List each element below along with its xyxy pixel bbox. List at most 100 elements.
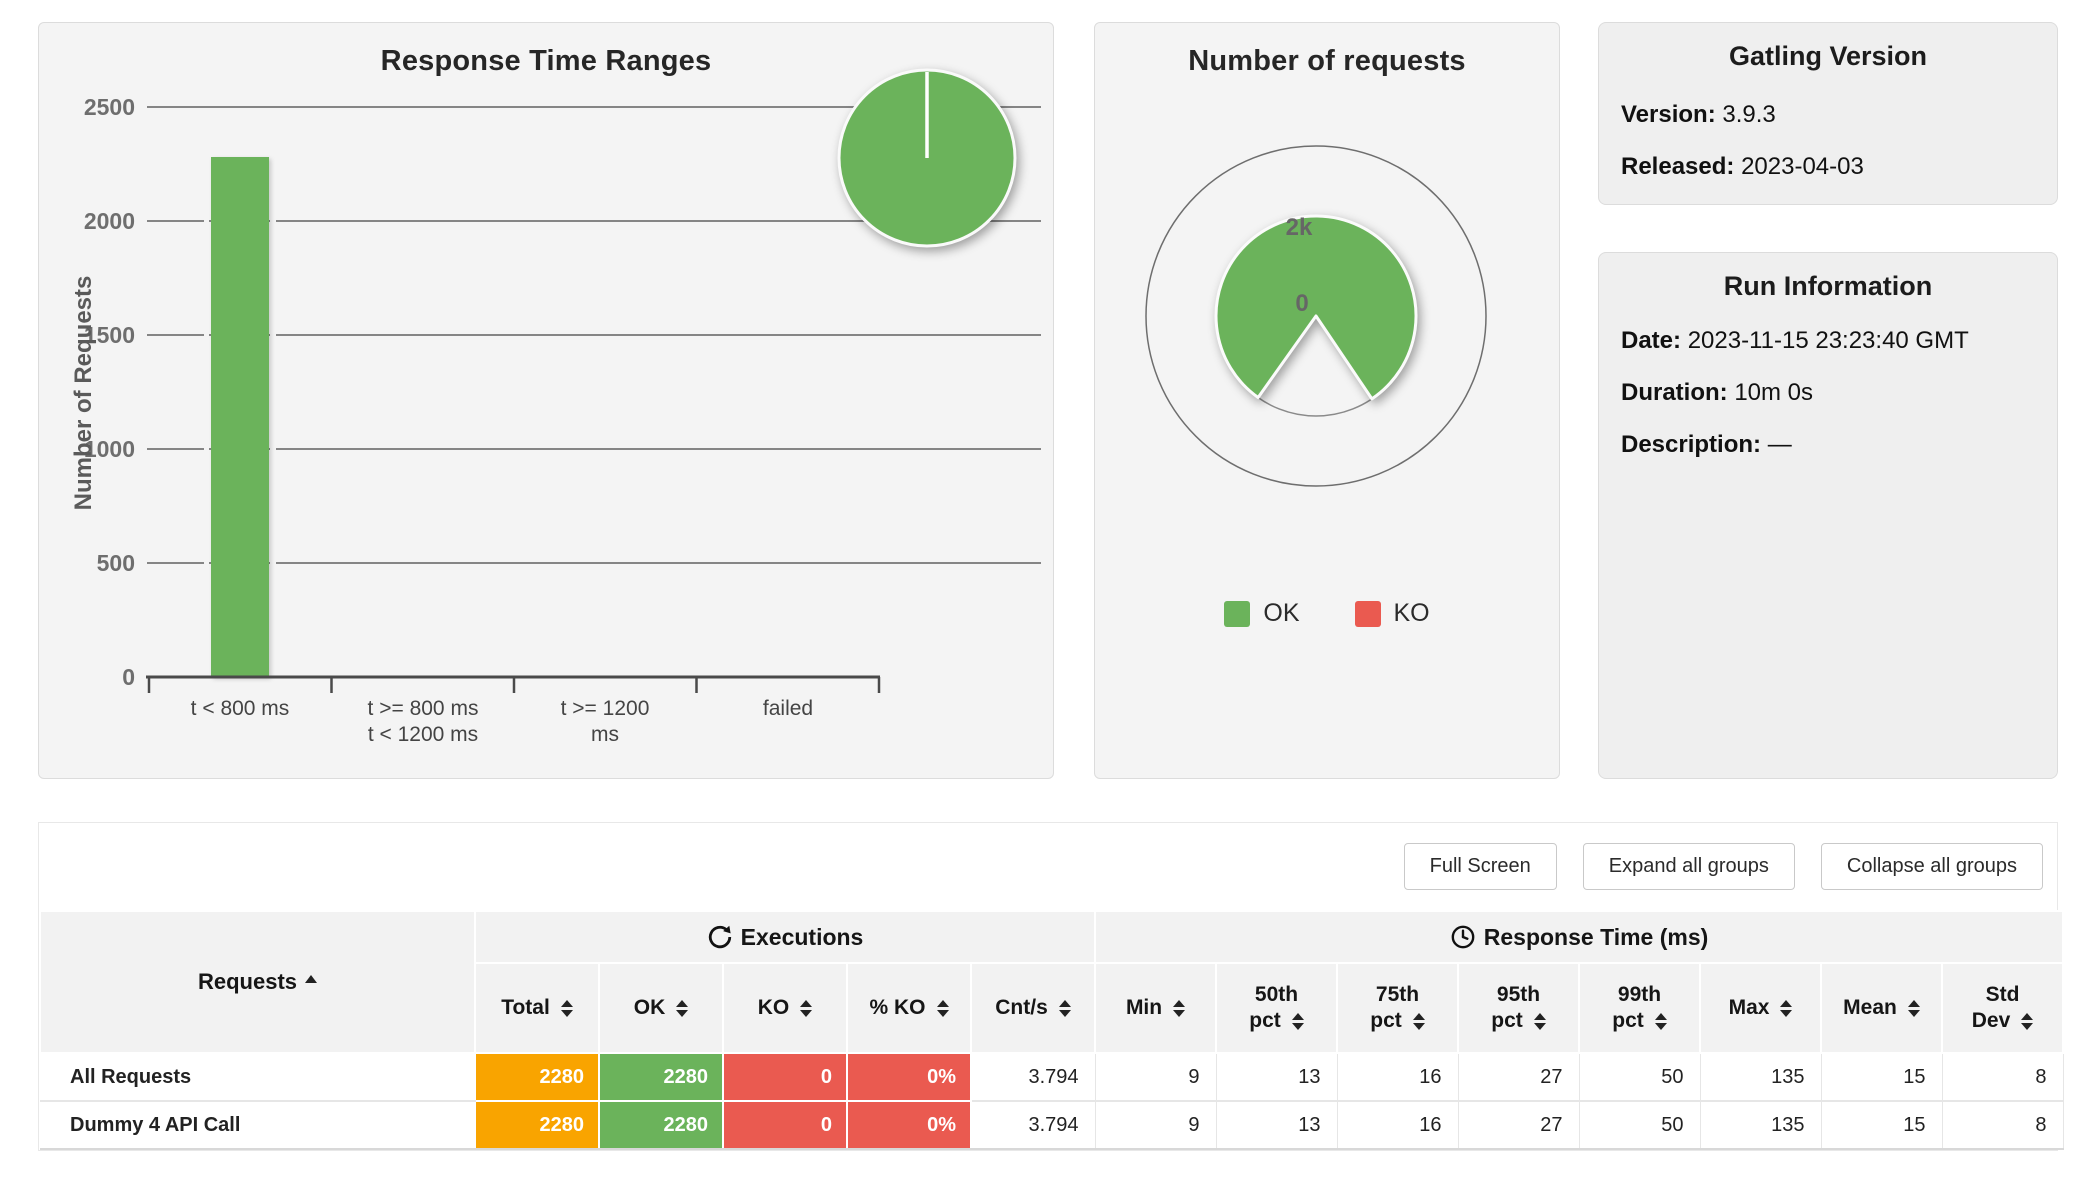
sort-arrows-icon bbox=[1780, 999, 1793, 1017]
p99-sort-header[interactable]: 99th pct bbox=[1578, 962, 1702, 1054]
y-axis-label: Number of Requests bbox=[70, 276, 97, 511]
svg-text:1000: 1000 bbox=[84, 436, 135, 462]
total-sort-header[interactable]: Total bbox=[474, 962, 600, 1054]
p75-cell: 16 bbox=[1337, 1053, 1459, 1102]
response-time-ranges-panel: Response Time Ranges bbox=[38, 22, 1054, 779]
number-of-requests-chart: 2k 0 bbox=[1145, 145, 1487, 487]
x-axis-ticks bbox=[147, 677, 881, 693]
svg-text:t < 800 ms: t < 800 ms bbox=[191, 697, 290, 720]
bar-left-gap bbox=[204, 153, 209, 675]
executions-refresh-icon bbox=[708, 925, 731, 948]
p99-cell: 50 bbox=[1579, 1053, 1701, 1102]
full-screen-button[interactable]: Full Screen bbox=[1403, 843, 1557, 890]
mean-sort-header[interactable]: Mean bbox=[1820, 962, 1944, 1054]
ok-cell: 2280 bbox=[598, 1052, 724, 1102]
radial-tick-0: 0 bbox=[1295, 290, 1308, 317]
expand-all-groups-button[interactable]: Expand all groups bbox=[1582, 843, 1795, 890]
chart-title: Number of requests bbox=[1188, 45, 1466, 77]
legend-item-ko[interactable]: KO bbox=[1354, 599, 1430, 628]
sort-arrows-icon bbox=[800, 999, 813, 1017]
ok-requests-sector[interactable] bbox=[1214, 214, 1418, 401]
radial-tick-2k: 2k bbox=[1286, 214, 1313, 241]
number-of-requests-panel: Number of requests 2k 0 OK KO bbox=[1094, 22, 1560, 779]
p50-sort-header[interactable]: 50th pct bbox=[1215, 962, 1339, 1054]
svg-text:2000: 2000 bbox=[84, 208, 135, 234]
y-tick-labels: 0 500 1000 1500 2000 2500 bbox=[84, 94, 135, 690]
sort-arrows-icon bbox=[1173, 999, 1186, 1017]
overlay-pie-chart[interactable] bbox=[837, 68, 1017, 248]
cnt-s-sort-header[interactable]: Cnt/s bbox=[969, 962, 1097, 1054]
p95-cell: 27 bbox=[1458, 1101, 1580, 1150]
ok-cell: 2280 bbox=[598, 1100, 724, 1150]
polar-outer-circle bbox=[1145, 145, 1487, 487]
sort-arrows-icon bbox=[1533, 1012, 1546, 1030]
p50-cell: 13 bbox=[1216, 1101, 1338, 1150]
min-sort-header[interactable]: Min bbox=[1094, 962, 1218, 1054]
released-line: Released: 2023-04-03 bbox=[1621, 153, 1864, 180]
table-row-all-requests: All Requests 2280 2280 0 0% 3.794 9 13 1… bbox=[40, 1052, 2064, 1102]
ko-cell: 0 bbox=[722, 1052, 848, 1102]
sort-arrows-icon bbox=[1058, 999, 1071, 1017]
p50-cell: 13 bbox=[1216, 1053, 1338, 1102]
table-row-dummy-4-api-call: Dummy 4 API Call 2280 2280 0 0% 3.794 9 … bbox=[40, 1100, 2064, 1150]
max-sort-header[interactable]: Max bbox=[1699, 962, 1823, 1054]
ko-sort-header[interactable]: KO bbox=[722, 962, 848, 1054]
stddev-cell: 8 bbox=[1942, 1101, 2064, 1150]
chart-title: Response Time Ranges bbox=[380, 45, 712, 77]
ok-swatch-icon bbox=[1224, 600, 1251, 627]
max-cell: 135 bbox=[1700, 1053, 1822, 1102]
request-name-cell[interactable]: Dummy 4 API Call bbox=[40, 1101, 475, 1150]
description-line: Description: — bbox=[1621, 431, 1792, 458]
svg-text:t < 1200 ms: t < 1200 ms bbox=[368, 723, 478, 746]
duration-line: Duration: 10m 0s bbox=[1621, 379, 1814, 406]
x-category-labels: t < 800 ms t >= 800 ms t < 1200 ms t >= … bbox=[191, 697, 813, 746]
statistics-table: Requests Executions Response Ti bbox=[39, 910, 2065, 1150]
mean-cell: 15 bbox=[1821, 1101, 1943, 1150]
mean-cell: 15 bbox=[1821, 1053, 1943, 1102]
svg-text:t >= 800 ms: t >= 800 ms bbox=[368, 697, 479, 720]
sort-arrows-icon bbox=[1291, 1012, 1304, 1030]
ko-pct-sort-header[interactable]: % KO bbox=[846, 962, 972, 1054]
p95-sort-header[interactable]: 95th pct bbox=[1457, 962, 1581, 1054]
stddev-sort-header[interactable]: Std Dev bbox=[1941, 962, 2065, 1054]
panel-title: Run Information bbox=[1723, 271, 1933, 301]
ko-pct-cell: 0% bbox=[846, 1052, 972, 1102]
svg-text:1500: 1500 bbox=[84, 322, 135, 348]
max-cell: 135 bbox=[1700, 1101, 1822, 1150]
min-cell: 9 bbox=[1095, 1101, 1217, 1150]
svg-text:t >= 1200: t >= 1200 bbox=[561, 697, 650, 720]
collapse-all-groups-button[interactable]: Collapse all groups bbox=[1820, 843, 2043, 890]
bar-t-lt-800ms[interactable] bbox=[211, 157, 269, 677]
ko-swatch-icon bbox=[1354, 600, 1381, 627]
ok-sort-header[interactable]: OK bbox=[598, 962, 724, 1054]
svg-text:ms: ms bbox=[591, 723, 619, 746]
clock-icon bbox=[1451, 925, 1475, 948]
legend-label-ok: OK bbox=[1263, 599, 1300, 627]
run-information-panel: Run Information Date: 2023-11-15 23:23:4… bbox=[1598, 252, 2058, 779]
table-toolbar: Full Screen Expand all groups Collapse a… bbox=[39, 823, 2057, 890]
p75-sort-header[interactable]: 75th pct bbox=[1336, 962, 1460, 1054]
svg-text:failed: failed bbox=[763, 697, 813, 720]
sort-asc-icon bbox=[305, 975, 318, 983]
statistics-section: Full Screen Expand all groups Collapse a… bbox=[38, 822, 2065, 1151]
legend-item-ok[interactable]: OK bbox=[1224, 599, 1300, 628]
ko-cell: 0 bbox=[722, 1100, 848, 1150]
sort-arrows-icon bbox=[1907, 999, 1920, 1017]
cnt-s-cell: 3.794 bbox=[971, 1101, 1096, 1150]
sort-arrows-icon bbox=[1654, 1012, 1667, 1030]
requests-sort-header[interactable]: Requests bbox=[39, 910, 476, 1054]
executions-group-header: Executions bbox=[473, 910, 1097, 964]
svg-text:0: 0 bbox=[122, 664, 135, 690]
total-cell: 2280 bbox=[474, 1100, 600, 1150]
min-cell: 9 bbox=[1095, 1053, 1217, 1102]
cnt-s-cell: 3.794 bbox=[971, 1053, 1096, 1102]
version-line: Version: 3.9.3 bbox=[1621, 101, 1776, 128]
response-time-ranges-chart: 0 500 1000 1500 2000 2500 Number of Requ… bbox=[70, 68, 1041, 746]
request-name-cell[interactable]: All Requests bbox=[40, 1053, 475, 1102]
bar-right-gap bbox=[270, 153, 276, 675]
svg-text:2500: 2500 bbox=[84, 94, 135, 120]
pie-legend: OK KO bbox=[1095, 599, 1559, 628]
p75-cell: 16 bbox=[1337, 1101, 1459, 1150]
response-time-group-header: Response Time (ms) bbox=[1094, 910, 2065, 964]
